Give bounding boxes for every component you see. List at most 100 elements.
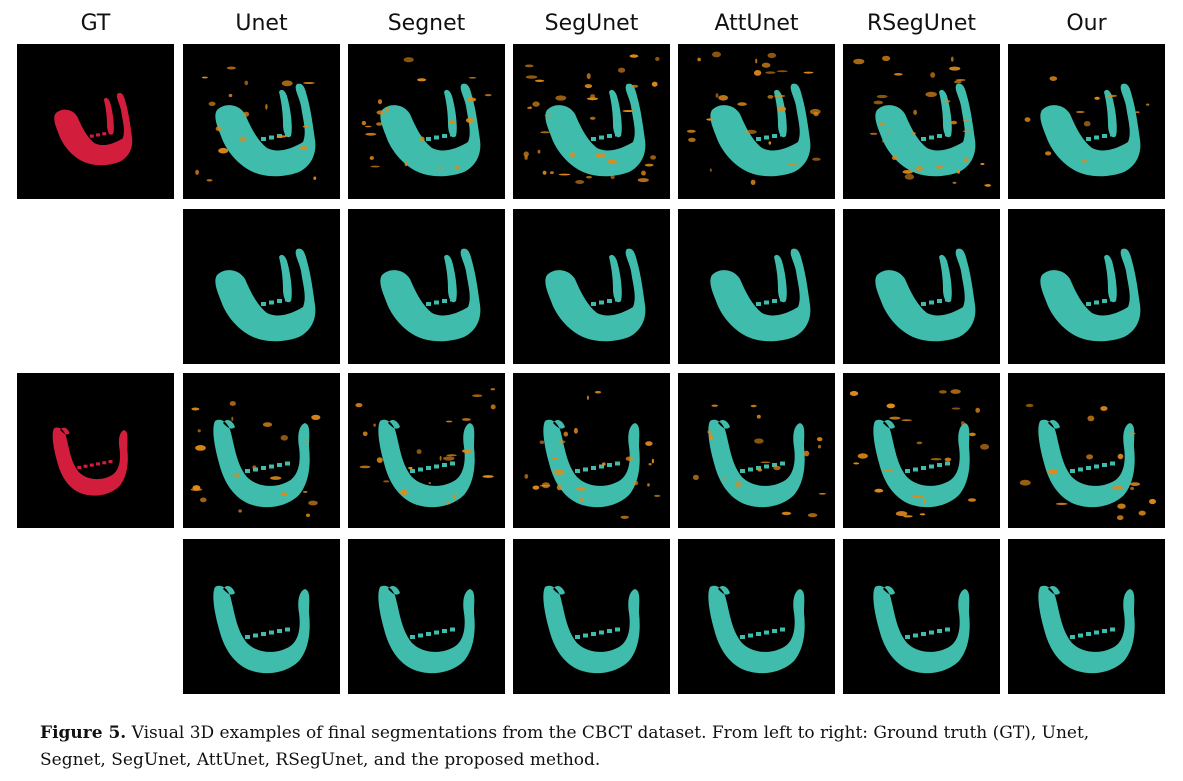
predicted-mandible — [873, 419, 970, 508]
error-blob — [539, 440, 545, 444]
error-blob — [745, 129, 757, 134]
error-blob — [270, 476, 282, 480]
predicted-mandible — [378, 585, 475, 674]
tooth-mark — [418, 467, 423, 472]
tooth-mark — [96, 133, 100, 137]
error-blob — [879, 122, 885, 127]
tooth-mark — [937, 629, 942, 633]
tooth-mark — [269, 300, 274, 305]
segmentation-render — [380, 248, 481, 342]
error-blob — [923, 498, 927, 505]
error-blob — [750, 179, 756, 185]
tooth-mark — [1110, 297, 1115, 302]
tooth-mark — [913, 138, 918, 143]
error-blob — [761, 62, 771, 68]
tooth-mark — [434, 135, 439, 140]
tooth-mark — [96, 462, 100, 466]
gt-mandible — [54, 92, 133, 166]
panel-segnet-case-2-error-overlay — [348, 373, 505, 528]
error-blob — [809, 108, 821, 115]
tooth-mark — [450, 461, 455, 466]
panel-segunet-case-2-error-overlay — [513, 373, 670, 528]
error-blob — [191, 407, 200, 411]
error-blob — [467, 97, 477, 102]
error-blob — [1138, 510, 1146, 516]
error-blob — [445, 420, 453, 423]
error-blob — [760, 461, 771, 464]
tooth-mark — [599, 135, 604, 140]
error-blob — [215, 126, 222, 132]
column-header-segnet: Segnet — [387, 11, 466, 36]
error-blob — [563, 431, 569, 437]
error-blob — [206, 179, 213, 182]
error-blob — [361, 120, 367, 126]
error-blob — [893, 73, 903, 76]
error-blob — [231, 416, 234, 421]
error-blob — [373, 423, 376, 427]
tooth-mark — [615, 461, 620, 466]
tooth-mark — [434, 300, 439, 305]
tooth-mark — [1086, 632, 1091, 636]
error-blob — [553, 469, 565, 476]
error-blob — [718, 95, 729, 101]
error-blob — [602, 462, 606, 466]
tooth-mark — [921, 632, 926, 636]
error-blob — [262, 422, 273, 427]
tooth-mark — [1102, 134, 1107, 138]
error-blob — [629, 54, 639, 58]
error-blob — [803, 71, 814, 74]
error-blob — [737, 102, 747, 106]
predicted-mandible — [380, 248, 481, 342]
error-blob — [445, 502, 451, 505]
tooth-mark — [410, 635, 415, 639]
predicted-mandible — [215, 83, 316, 177]
error-blob — [1146, 103, 1150, 106]
error-blob — [416, 449, 422, 455]
error-blob — [1049, 76, 1058, 81]
error-blob — [735, 481, 742, 488]
error-blob — [542, 170, 547, 175]
tooth-mark — [615, 627, 620, 632]
panel-segnet-case-1-error-overlay — [348, 44, 505, 199]
error-blob — [305, 513, 311, 517]
error-blob — [558, 173, 571, 176]
error-blob — [461, 418, 471, 421]
tooth-mark — [1086, 302, 1091, 306]
error-blob — [960, 421, 965, 426]
tooth-mark — [905, 469, 910, 473]
error-blob — [365, 132, 377, 136]
error-blob — [408, 466, 413, 470]
tooth-mark — [937, 134, 942, 138]
tooth-mark — [410, 140, 415, 144]
error-blob — [462, 449, 473, 453]
segmentation-render — [190, 401, 321, 517]
tooth-mark — [913, 303, 918, 308]
tooth-mark — [591, 632, 596, 636]
error-blob — [891, 155, 898, 160]
error-blob — [697, 57, 701, 62]
error-blob — [950, 56, 954, 62]
error-blob — [711, 404, 718, 407]
error-blob — [490, 404, 496, 410]
error-blob — [576, 486, 587, 491]
predicted-mandible — [543, 585, 640, 674]
error-blob — [886, 403, 896, 409]
error-blob — [472, 394, 483, 397]
tooth-mark — [1094, 135, 1099, 140]
error-blob — [355, 403, 363, 408]
error-blob — [706, 118, 714, 121]
tooth-mark — [945, 627, 950, 632]
error-blob — [584, 84, 593, 89]
error-blob — [300, 146, 308, 150]
tooth-mark — [905, 305, 910, 309]
tooth-mark — [583, 138, 588, 143]
tooth-mark — [575, 140, 580, 144]
error-blob — [420, 136, 425, 142]
error-blob — [238, 509, 242, 513]
error-blob — [1083, 121, 1091, 127]
error-blob — [980, 443, 990, 450]
error-blob — [1128, 432, 1136, 435]
tooth-mark — [442, 463, 447, 467]
tooth-mark — [1102, 629, 1107, 633]
tooth-mark — [583, 633, 588, 638]
